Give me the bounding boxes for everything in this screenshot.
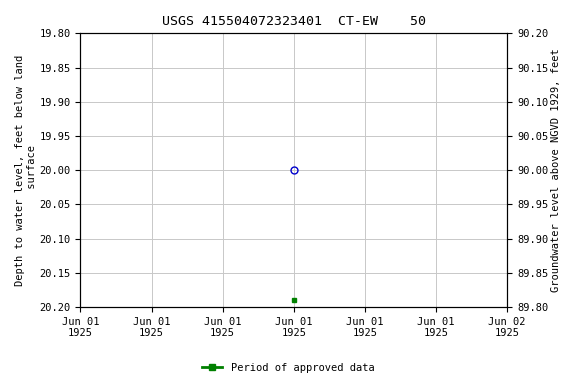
Legend: Period of approved data: Period of approved data xyxy=(198,359,378,377)
Title: USGS 415504072323401  CT-EW    50: USGS 415504072323401 CT-EW 50 xyxy=(162,15,426,28)
Y-axis label: Depth to water level, feet below land
 surface: Depth to water level, feet below land su… xyxy=(15,55,37,286)
Y-axis label: Groundwater level above NGVD 1929, feet: Groundwater level above NGVD 1929, feet xyxy=(551,48,561,292)
